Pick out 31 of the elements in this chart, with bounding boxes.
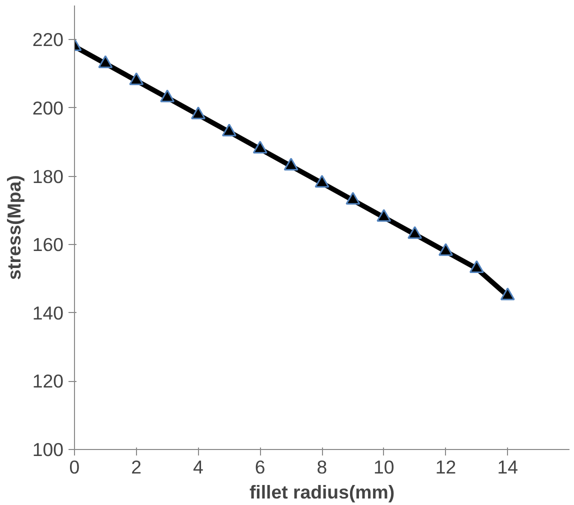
y-tick-label: 220 <box>32 29 64 50</box>
x-axis-title: fillet radius(mm) <box>249 482 395 502</box>
y-tick-label: 120 <box>32 370 64 392</box>
y-tick-label: 200 <box>32 97 64 118</box>
x-tick-label: 14 <box>497 456 518 478</box>
point <box>129 72 144 86</box>
point <box>284 158 298 171</box>
point <box>160 89 175 102</box>
point <box>438 243 453 256</box>
point <box>469 260 484 273</box>
point <box>346 192 360 205</box>
y-tick-label: 100 <box>32 439 64 460</box>
x-tick-label: 2 <box>131 456 142 478</box>
x-tick-label: 6 <box>254 456 266 478</box>
point <box>191 106 206 120</box>
point <box>408 226 422 239</box>
point <box>500 288 515 300</box>
point <box>252 140 268 154</box>
y-tick-label: 180 <box>32 166 64 187</box>
point <box>376 209 392 222</box>
x-tick-label: 0 <box>69 456 80 478</box>
x-tick-label: 8 <box>316 456 328 478</box>
point <box>314 174 330 188</box>
x-tick-label: 12 <box>435 456 456 478</box>
point <box>222 124 236 136</box>
point <box>98 55 113 68</box>
y-tick-label: 140 <box>32 302 64 324</box>
y-tick-label: 160 <box>32 234 64 256</box>
x-tick-label: 4 <box>193 456 204 478</box>
y-axis-title: stress(Mpa) <box>3 175 24 280</box>
x-tick-label: 10 <box>374 456 394 478</box>
